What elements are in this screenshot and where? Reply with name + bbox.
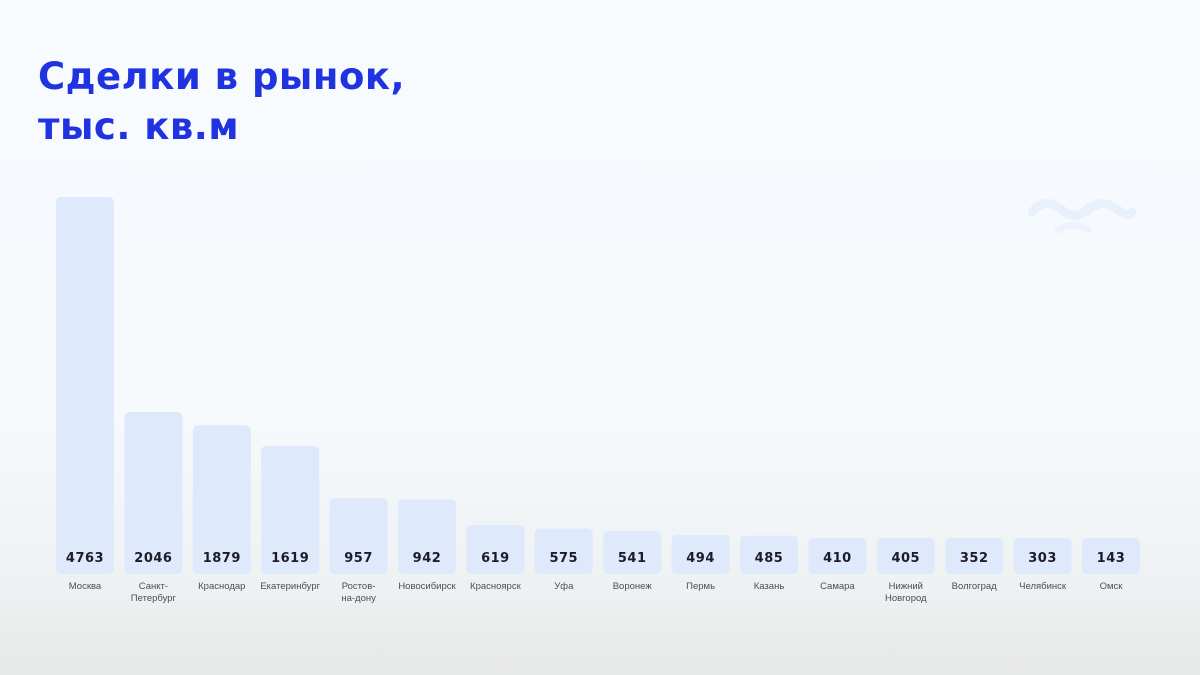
category-label-line: Казань [754, 581, 785, 592]
category-label: Ростов-на-дону [341, 581, 376, 604]
category-label: Москва [69, 581, 102, 592]
bar-value-label: 405 [891, 551, 920, 566]
category-label: Уфа [554, 581, 574, 592]
category-label: Самара [820, 581, 855, 592]
category-label-line: Пермь [686, 581, 715, 592]
bar-value-label: 4763 [66, 551, 104, 566]
category-label: Казань [754, 581, 785, 592]
bar-14 [1013, 538, 1072, 574]
bar-1 [124, 412, 183, 574]
bar-value-label: 957 [344, 551, 373, 566]
category-label-line: Нижний [889, 581, 923, 592]
bar-3 [261, 445, 320, 574]
bar-value-label: 1879 [203, 551, 241, 566]
category-label-line: Волгоград [952, 581, 998, 592]
bar-5 [398, 499, 456, 574]
category-label-line: Челябинск [1019, 581, 1067, 592]
chart-title-line-2: тыс. кв.м [38, 105, 240, 148]
category-label: Нижний Новгород [885, 581, 927, 604]
category-label: Волгоград [952, 581, 998, 592]
bar-value-label: 494 [686, 551, 715, 566]
category-label-line: Воронеж [613, 581, 653, 592]
category-label: Екатеринбург [260, 581, 320, 592]
bar-value-label: 541 [618, 551, 647, 566]
bar-value-label: 575 [549, 551, 578, 566]
bar-value-label: 2046 [134, 551, 172, 566]
bar-13 [945, 538, 1004, 574]
category-label-line: Санкт- [139, 581, 168, 592]
category-label-line: Уфа [554, 581, 574, 592]
category-label-line: на-дону [341, 593, 376, 604]
bar-10 [740, 535, 798, 574]
bar-value-label: 485 [755, 551, 784, 566]
bar-value-label: 619 [481, 551, 510, 566]
category-label-line: Москва [69, 581, 102, 592]
category-label: Краснодар [198, 581, 245, 592]
category-label: Омск [1100, 581, 1124, 592]
category-label-line: Красноярск [470, 581, 522, 592]
category-label-line: Новгород [885, 593, 927, 604]
category-label-line: Самара [820, 581, 855, 592]
category-label-line: Новосибирск [398, 581, 456, 592]
bar-value-label: 352 [960, 551, 989, 566]
bar-value-label: 1619 [271, 551, 309, 566]
bar-12 [876, 538, 935, 574]
category-label-line: Краснодар [198, 581, 245, 592]
category-label: Новосибирск [398, 581, 456, 592]
chart-title-line-1: Сделки в рынок, [38, 55, 406, 98]
bar-0 [56, 197, 114, 574]
chart-title: Сделки в рынок, тыс. кв.м [38, 52, 405, 152]
bar-4 [329, 498, 388, 574]
category-label-line: Омск [1100, 581, 1124, 592]
bar-value-label: 143 [1097, 551, 1126, 566]
bar-7 [534, 528, 593, 574]
category-label-line: Екатеринбург [260, 581, 320, 592]
brand-logo-icon [1028, 199, 1137, 234]
bar-6 [466, 525, 525, 574]
category-label: Красноярск [470, 581, 522, 592]
bar-15 [1082, 538, 1140, 574]
category-label: Санкт-Петербург [131, 581, 177, 604]
bar-8 [603, 531, 662, 574]
bar-value-label: 942 [413, 551, 442, 566]
bar-2 [192, 425, 251, 574]
bar-11 [808, 538, 867, 574]
bar-9 [671, 534, 730, 574]
bar-value-label: 410 [823, 551, 852, 566]
category-label: Челябинск [1019, 581, 1067, 592]
category-label: Пермь [686, 581, 715, 592]
bar-value-label: 303 [1028, 551, 1057, 566]
category-label: Воронеж [613, 581, 653, 592]
category-label-line: Ростов- [342, 581, 376, 592]
category-label-line: Петербург [131, 593, 177, 604]
